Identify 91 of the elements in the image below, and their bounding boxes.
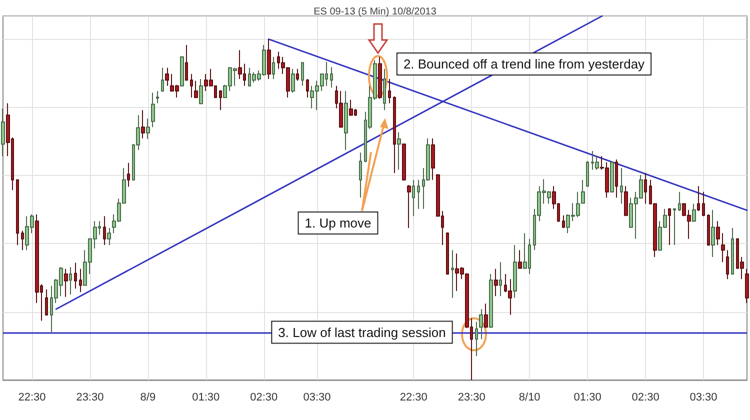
candlestick xyxy=(644,172,647,204)
x-tick-label: 23:30 xyxy=(458,392,486,404)
x-tick-label: 23:30 xyxy=(76,392,104,404)
candlestick xyxy=(412,179,415,217)
candlestick xyxy=(513,244,517,298)
candlestick xyxy=(79,268,82,293)
x-tick-label: 02:30 xyxy=(632,392,660,404)
candlestick xyxy=(107,227,111,246)
candlestick xyxy=(726,250,729,280)
x-tick-label: 8/9 xyxy=(140,392,156,404)
candlestick xyxy=(180,56,184,88)
candlestick xyxy=(610,161,614,194)
candlestick xyxy=(581,179,585,204)
candlestick xyxy=(165,67,169,86)
candlestick xyxy=(518,250,522,270)
candlestick xyxy=(296,68,299,82)
candlestick xyxy=(402,142,406,182)
chart-title: ES 09-13 (5 Min) 10/8/2013 xyxy=(314,6,437,18)
candlestick xyxy=(21,230,24,251)
candlestick xyxy=(407,184,411,228)
candlestick xyxy=(330,66,333,88)
candlestick xyxy=(199,78,203,105)
candlestick xyxy=(151,92,155,128)
candlestick xyxy=(45,288,48,316)
x-tick-label: 22:30 xyxy=(18,392,46,404)
candlestick xyxy=(697,186,700,212)
candlestick xyxy=(344,90,348,150)
candlestick xyxy=(185,44,188,82)
candlestick xyxy=(451,250,454,298)
candlestick xyxy=(721,232,725,263)
candlestick xyxy=(397,132,401,170)
candlestick xyxy=(562,214,565,228)
candlestick xyxy=(388,78,391,104)
candlestick xyxy=(393,96,396,174)
candlestick xyxy=(620,168,623,204)
x-tick-label: 02:30 xyxy=(250,392,278,404)
candlestick xyxy=(624,186,628,217)
candlestick xyxy=(378,56,382,100)
candlestick xyxy=(16,178,19,246)
candlestick xyxy=(156,90,159,104)
candlestick xyxy=(678,191,681,212)
x-tick-label: 01:30 xyxy=(574,392,602,404)
candlestick xyxy=(146,118,150,140)
candlestick xyxy=(707,214,710,246)
candlestick xyxy=(716,220,720,246)
x-tick-label: 03:30 xyxy=(303,392,331,404)
candlestick xyxy=(615,158,618,198)
candlestick xyxy=(745,268,749,304)
candlestick xyxy=(272,56,275,80)
x-tick-label: 01:30 xyxy=(192,392,220,404)
candlestick xyxy=(702,191,705,217)
candlestick xyxy=(64,268,68,298)
candlestick xyxy=(306,78,309,98)
x-tick-label: 03:30 xyxy=(690,392,718,404)
candlestick xyxy=(499,262,502,297)
candlestick xyxy=(489,274,493,328)
candlestick xyxy=(431,138,435,180)
annotation: 2. Bounced off a trend line from yesterday xyxy=(403,56,646,72)
candlestick xyxy=(475,321,478,357)
x-tick-label: 22:30 xyxy=(400,392,428,404)
candlestick xyxy=(692,203,696,222)
candlestick xyxy=(586,160,589,188)
candlestick xyxy=(349,99,353,116)
candlestick xyxy=(711,209,715,258)
candlestick xyxy=(673,208,676,246)
candlestick xyxy=(479,308,483,340)
candlestick xyxy=(417,179,420,210)
candlestick xyxy=(141,110,145,139)
candlestick xyxy=(1,108,5,157)
x-tick-label: 8/10 xyxy=(518,392,540,404)
candlestick xyxy=(731,227,734,276)
candlestick xyxy=(74,262,77,290)
candlestick xyxy=(190,73,193,98)
candlestick xyxy=(267,38,271,80)
candlestick xyxy=(194,80,198,99)
candlestick xyxy=(301,62,304,86)
candlestick xyxy=(219,90,222,111)
candlestick xyxy=(103,216,106,246)
candlestick xyxy=(383,68,386,111)
candlestick xyxy=(446,232,449,276)
annotation: 1. Up move xyxy=(304,216,372,230)
candlestick xyxy=(668,208,671,246)
ref-line-label: 3. Low of last trading session xyxy=(278,324,446,340)
candlestick xyxy=(69,266,72,295)
candlestick xyxy=(339,90,343,128)
candlestick xyxy=(484,303,488,328)
candlestick xyxy=(494,268,498,297)
candlestick xyxy=(291,68,295,94)
candlestick xyxy=(161,67,164,92)
candlestick xyxy=(127,162,130,188)
candlestick xyxy=(359,152,362,198)
